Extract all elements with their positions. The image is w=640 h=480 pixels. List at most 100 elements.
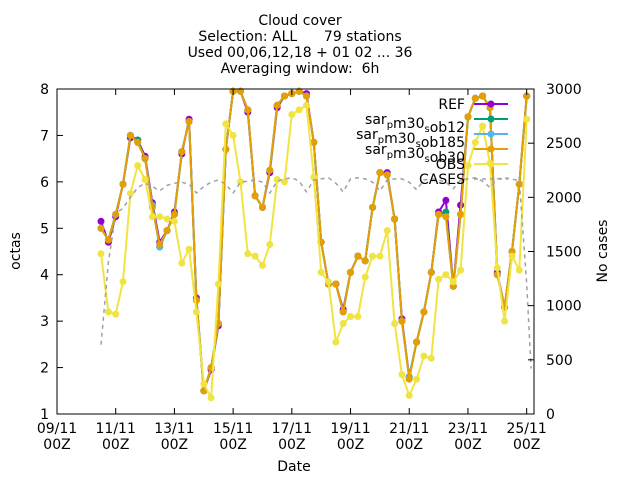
data-point <box>347 268 354 276</box>
data-point <box>457 266 465 274</box>
data-point <box>214 280 222 288</box>
data-point <box>244 250 252 258</box>
x-tick-label: 13/11 <box>154 421 194 437</box>
legend-label-part: sar <box>356 127 378 143</box>
legend-label-part: ob30 <box>430 150 465 166</box>
y2-tick-label: 0 <box>546 407 555 423</box>
data-point <box>222 120 230 128</box>
data-point <box>457 210 465 218</box>
data-point <box>391 215 399 223</box>
y2-tick-label: 2000 <box>546 190 582 206</box>
y2-tick-label: 2500 <box>546 136 582 152</box>
data-point <box>369 203 377 211</box>
legend-label-part: sar <box>365 142 387 158</box>
legend-label: REF <box>438 97 465 113</box>
data-point <box>251 192 259 200</box>
data-point <box>471 94 479 102</box>
y-axis-label: octas <box>8 232 24 270</box>
data-point <box>376 169 384 177</box>
y-tick-label: 5 <box>40 221 49 237</box>
data-point <box>427 354 435 362</box>
data-point <box>97 217 105 225</box>
legend-label: OBS <box>436 157 465 173</box>
y2-axis-label: No cases <box>595 220 611 283</box>
legend-entry: OBS <box>436 157 508 173</box>
legend-swatch-point <box>487 100 495 108</box>
legend-label-part: ob185 <box>421 135 465 151</box>
x-tick-label: 00Z <box>454 437 481 453</box>
data-point <box>207 394 215 402</box>
title-line: Cloud cover <box>258 13 342 29</box>
legend-label-part: s <box>425 124 430 135</box>
data-point <box>273 101 281 109</box>
data-point <box>435 275 443 283</box>
data-point <box>442 271 450 279</box>
data-point <box>281 178 288 186</box>
y-tick-label: 3 <box>40 314 49 330</box>
data-point <box>119 278 127 286</box>
y-tick-label: 6 <box>40 175 49 191</box>
data-point <box>442 196 450 204</box>
data-point <box>126 190 134 197</box>
y2-tick-label: 1000 <box>546 299 582 315</box>
legend-entry: sarpm30sob12 <box>365 112 508 136</box>
x-tick-label: 00Z <box>219 437 246 453</box>
legend: REFsarpm30sob12sarpm30sob185sarpm30sob30… <box>356 97 508 188</box>
legend-label: sarpm30s ob30 <box>365 142 465 166</box>
data-point <box>471 138 479 146</box>
data-point <box>405 391 413 399</box>
data-point <box>449 278 457 286</box>
series-obs <box>97 101 531 402</box>
data-point <box>156 213 164 221</box>
legend-label-part: m30 <box>393 146 424 162</box>
title-line: Averaging window: 6h <box>221 61 380 77</box>
data-point <box>427 268 435 276</box>
data-point <box>391 320 399 327</box>
legend-entry: sarpm30sob185 <box>356 127 508 151</box>
y-tick-label: 1 <box>40 407 49 423</box>
legend-swatch-point <box>487 145 495 153</box>
y2-tick-label: 500 <box>546 353 573 369</box>
legend-swatch-point <box>487 130 495 138</box>
data-point <box>383 171 391 179</box>
x-tick-label: 00Z <box>102 437 129 453</box>
title-line: Selection: ALL 79 stations <box>198 29 401 45</box>
data-point <box>413 338 421 346</box>
data-point <box>185 118 193 125</box>
data-point <box>332 338 340 346</box>
data-point <box>134 138 142 146</box>
data-point <box>156 241 164 248</box>
data-point <box>347 313 354 320</box>
data-point <box>310 138 318 146</box>
data-point <box>442 213 450 221</box>
legend-label-part: p <box>387 150 393 161</box>
data-point <box>288 111 296 118</box>
data-point <box>523 92 531 100</box>
title-line: Used 00,06,12,18 + 01 02 ... 36 <box>188 45 413 61</box>
data-point <box>501 317 509 325</box>
data-point <box>259 203 266 211</box>
data-point <box>141 176 149 183</box>
data-point <box>200 380 208 388</box>
data-point <box>266 241 274 248</box>
x-tick-label: 21/11 <box>389 421 429 437</box>
y-tick-label: 2 <box>40 361 49 377</box>
data-point <box>464 113 472 121</box>
data-point <box>185 245 193 253</box>
data-point <box>339 320 347 327</box>
data-point <box>383 227 391 235</box>
data-point <box>361 273 369 281</box>
legend-label-part: s <box>416 139 421 150</box>
data-point <box>420 352 428 360</box>
data-point <box>339 308 347 316</box>
x-tick-label: 09/11 <box>37 421 77 437</box>
data-point <box>266 166 274 174</box>
data-point <box>259 261 266 269</box>
data-point <box>178 148 186 156</box>
legend-label: CASES <box>419 172 465 188</box>
data-point <box>361 257 369 265</box>
x-tick-label: 00Z <box>513 437 540 453</box>
legend-label-part: m30 <box>393 116 424 132</box>
data-point <box>163 215 171 223</box>
